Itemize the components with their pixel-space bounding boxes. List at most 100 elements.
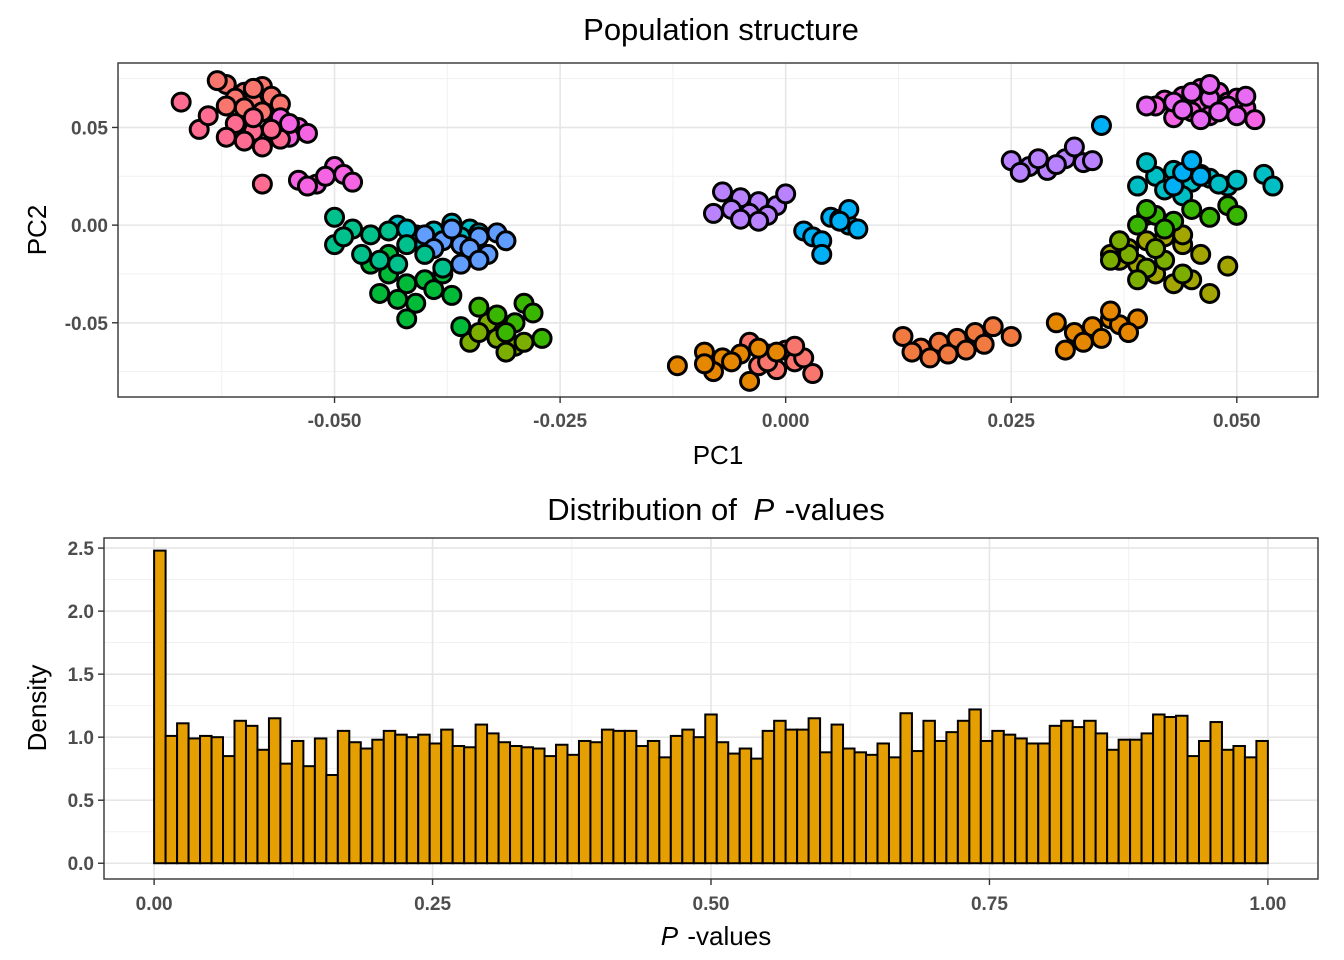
pca-point: [802, 363, 824, 385]
histogram-bar: [1025, 742, 1040, 865]
histogram-bar: [853, 751, 868, 865]
pca-point: [369, 249, 391, 271]
histogram-bar: [1186, 755, 1200, 865]
histogram-bar: [279, 762, 293, 865]
histogram-bar: [394, 733, 408, 865]
histogram-bar: [382, 729, 397, 865]
pca-point: [693, 353, 715, 375]
histogram-bar: [1197, 739, 1212, 865]
pca-point: [278, 113, 300, 135]
pca-point: [432, 257, 454, 279]
histogram-bar: [933, 739, 948, 865]
pca-point: [712, 181, 734, 203]
histogram-bar: [1060, 719, 1074, 865]
histogram-bar: [532, 747, 546, 865]
histogram-bar: [1002, 733, 1017, 865]
pca-panel-background: [118, 63, 1318, 397]
pca-point: [387, 288, 409, 310]
histogram-bar: [497, 741, 512, 865]
pca-point: [423, 279, 445, 301]
histogram-bar: [968, 708, 982, 865]
histogram-bar: [543, 755, 557, 865]
histogram-bar: [773, 719, 787, 865]
histogram-bar: [750, 757, 764, 865]
pca-x-tick-label: 0.025: [987, 411, 1035, 432]
pca-point: [233, 130, 255, 152]
pca-point: [1262, 175, 1284, 197]
pca-point: [1190, 165, 1212, 187]
pca-point: [486, 304, 508, 326]
pca-point: [1072, 331, 1094, 353]
histogram-bar: [1152, 713, 1166, 865]
pca-point: [973, 333, 995, 355]
pca-point: [1235, 85, 1257, 107]
histogram-bar: [658, 756, 672, 865]
pca-point: [396, 308, 418, 330]
pca-point: [1099, 249, 1121, 271]
pca-point: [1045, 312, 1067, 334]
histogram-y-tick-label: 2.5: [68, 539, 95, 560]
pca-x-axis-title: PC1: [693, 440, 744, 470]
histogram-bar: [325, 773, 339, 865]
histogram-bar: [187, 737, 202, 865]
pca-point: [351, 243, 373, 265]
histogram-bar: [577, 739, 592, 865]
histogram-bar: [176, 722, 190, 865]
pca-point: [1244, 109, 1266, 131]
histogram-bar: [842, 747, 856, 865]
histogram-bars: [153, 549, 1269, 865]
histogram-bar: [761, 729, 776, 865]
histogram-bar: [359, 747, 374, 865]
pca-point: [1172, 99, 1194, 121]
histogram-bar: [451, 745, 466, 865]
pca-y-tick-label: 0.00: [71, 216, 108, 237]
histogram-x-tick-label: 0.50: [693, 894, 730, 915]
histogram-bar: [1094, 732, 1109, 865]
pca-x-tick-label: -0.025: [533, 411, 587, 432]
pca-point: [1199, 73, 1221, 95]
pca-y-tick-label: -0.05: [65, 314, 109, 335]
histogram-bar: [210, 736, 225, 865]
histogram-bar: [945, 731, 959, 865]
pca-point: [333, 226, 355, 248]
histogram-bar: [222, 755, 236, 865]
pca-point: [441, 218, 463, 240]
pca-point: [1145, 238, 1167, 260]
histogram-bar: [865, 753, 879, 865]
histogram-bar: [428, 742, 443, 865]
pca-point: [1226, 169, 1248, 191]
histogram-bar: [796, 728, 810, 865]
histogram-bar: [979, 739, 994, 865]
pca-points: [170, 70, 1284, 392]
histogram-title-prefix: Distribution of: [547, 492, 737, 527]
histogram-axes: 0.00 0.25 0.50 0.75 1.00 0.0 0.5 1.0 1.5 2.0 2.5: [68, 539, 1287, 915]
histogram-bar: [1117, 738, 1132, 865]
pca-point: [1208, 173, 1230, 195]
pca-point: [242, 77, 264, 99]
histogram-bar: [784, 728, 799, 865]
histogram-bar: [244, 724, 259, 865]
pca-point: [260, 118, 282, 140]
histogram-bar: [612, 729, 626, 865]
pvalue-histogram: Distribution of P -values 0.00 0.25 0.50 0.…: [22, 492, 1319, 951]
histogram-bar: [715, 741, 730, 865]
pca-point: [513, 331, 535, 353]
histogram-bar: [520, 746, 535, 865]
pca-point: [468, 296, 490, 318]
histogram-x-axis-title: P -values: [661, 921, 771, 951]
histogram-bar: [635, 745, 649, 865]
histogram-bar: [348, 741, 362, 865]
histogram-x-tick-label: 1.00: [1249, 894, 1286, 915]
histogram-bar: [1243, 756, 1258, 865]
histogram-bar: [1083, 719, 1097, 865]
histogram-bar: [669, 734, 684, 865]
pca-y-tick-label: 0.05: [71, 118, 108, 139]
histogram-bar: [463, 746, 477, 865]
pca-point: [721, 351, 743, 373]
histogram-bar: [1209, 721, 1223, 865]
pca-point: [531, 327, 553, 349]
histogram-bar: [199, 734, 213, 865]
histogram-bar: [1071, 726, 1086, 865]
histogram-bar: [1140, 732, 1155, 865]
pca-point: [468, 322, 490, 344]
